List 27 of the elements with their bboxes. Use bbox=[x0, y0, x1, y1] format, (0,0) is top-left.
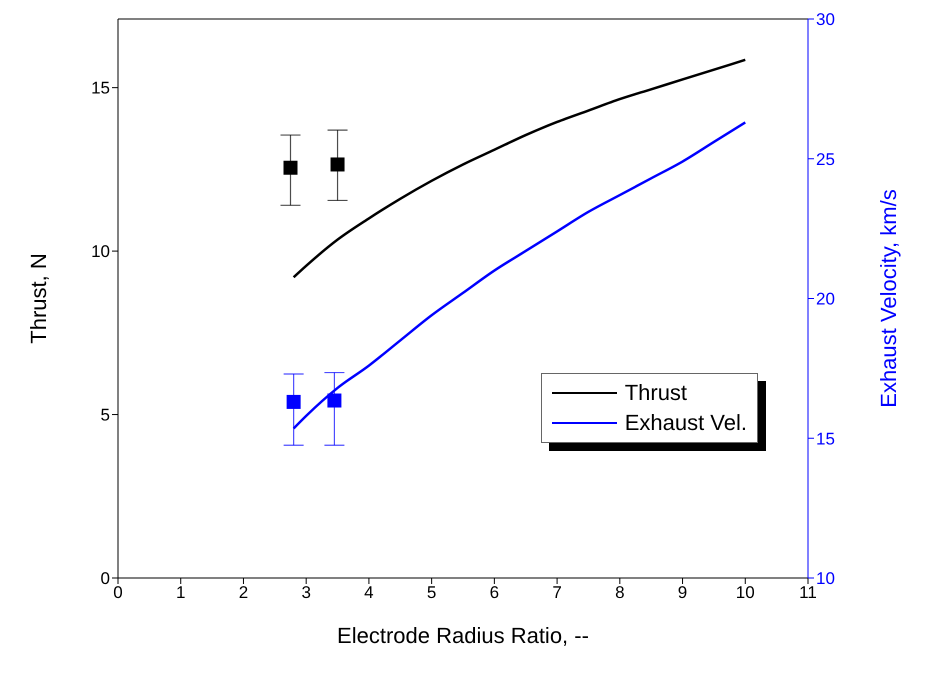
y2-tick-label: 25 bbox=[816, 150, 835, 169]
x-tick-label: 8 bbox=[615, 583, 625, 602]
y-axis-title: Thrust, N bbox=[26, 253, 51, 344]
x-tick-label: 11 bbox=[799, 583, 817, 602]
legend-label: Thrust bbox=[624, 379, 688, 407]
x-tick-label: 2 bbox=[238, 583, 248, 602]
legend-label: Exhaust Vel. bbox=[624, 409, 747, 437]
x-tick-label: 7 bbox=[552, 583, 562, 602]
x-tick-label: 9 bbox=[678, 583, 688, 602]
y-tick-label: 0 bbox=[100, 569, 110, 588]
x-tick-label: 4 bbox=[364, 583, 374, 602]
y2-tick-label: 15 bbox=[816, 429, 835, 448]
y-tick-label: 5 bbox=[100, 406, 110, 425]
x-axis-title: Electrode Radius Ratio, -- bbox=[337, 623, 589, 648]
x-tick-label: 3 bbox=[301, 583, 311, 602]
line-series bbox=[292, 58, 747, 278]
y2-axis-title: Exhaust Velocity, km/s bbox=[876, 189, 901, 408]
x-tick-label: 5 bbox=[426, 583, 436, 602]
x-tick-label: 1 bbox=[176, 583, 186, 602]
x-tick-label: 10 bbox=[736, 583, 755, 602]
y2-tick-label: 30 bbox=[816, 10, 835, 30]
y2-tick-label: 20 bbox=[816, 290, 835, 309]
x-tick-label: 0 bbox=[113, 583, 123, 602]
y-tick-label: 10 bbox=[91, 242, 110, 262]
y-tick-label: 15 bbox=[91, 78, 110, 98]
x-tick-label: 6 bbox=[490, 583, 500, 602]
y2-tick-label: 10 bbox=[816, 569, 835, 588]
